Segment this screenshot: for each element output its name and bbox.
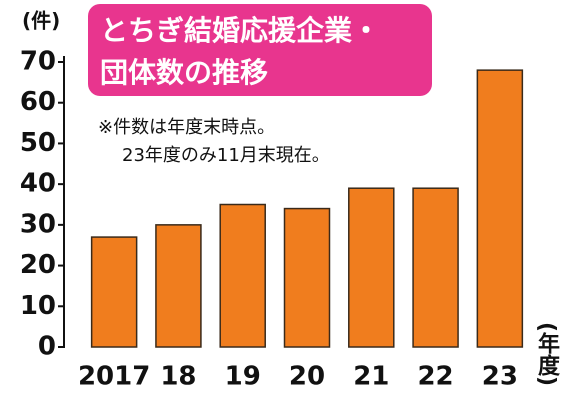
y-tick-label: 20	[20, 250, 56, 280]
x-tick-label: 20	[289, 362, 325, 392]
title-box	[88, 4, 432, 96]
note: ※件数は年度末時点。	[98, 117, 275, 138]
bar	[283, 207, 331, 348]
x-tick-label: 19	[225, 362, 261, 392]
x-tick-label: 18	[160, 362, 196, 392]
y-tick-label: 30	[20, 209, 56, 239]
y-tick-label: 10	[20, 291, 56, 321]
y-tick-label: 40	[20, 169, 56, 199]
note: 23年度のみ11月末現在。	[122, 145, 330, 166]
bar	[476, 69, 524, 348]
x-tick-label: 2017	[78, 362, 150, 392]
x-tick-label: 22	[417, 362, 453, 392]
x-tick-label: 23	[482, 362, 518, 392]
y-axis-label: (件)	[22, 9, 60, 33]
bar	[155, 224, 202, 348]
bar	[219, 203, 266, 348]
bar	[90, 236, 138, 348]
x-tick-label: 21	[353, 362, 389, 392]
bar	[348, 187, 395, 348]
y-tick-label: 60	[20, 87, 56, 117]
x-axis-label: (年度)	[534, 322, 560, 386]
y-tick-label: 50	[20, 128, 56, 158]
bar	[412, 187, 459, 348]
y-tick-label: 70	[20, 47, 56, 77]
y-tick-label: 0	[38, 332, 56, 362]
chart-title: 団体数の推移	[100, 56, 268, 89]
chart-title: とちぎ結婚応援企業・	[100, 14, 380, 47]
